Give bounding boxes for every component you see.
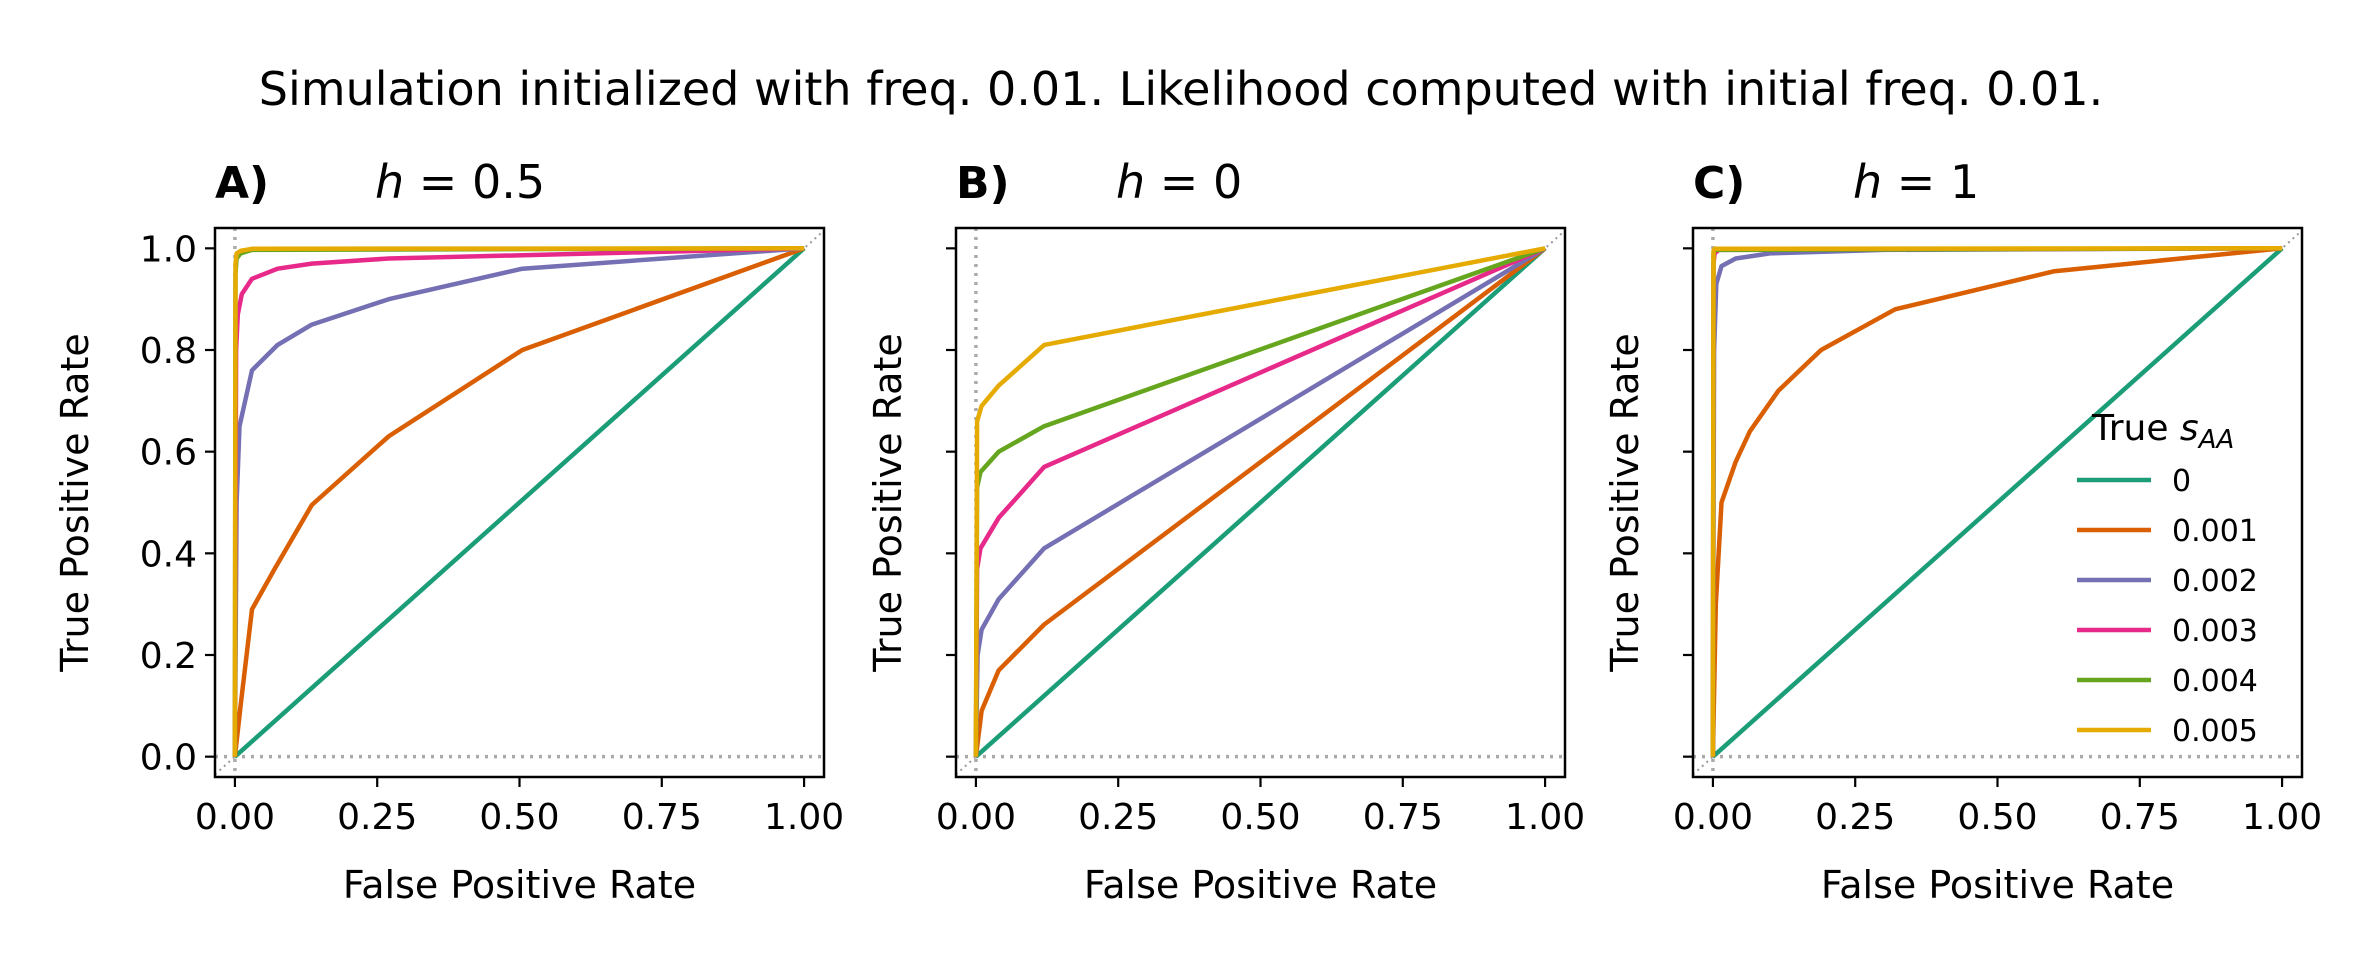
legend-label: 0.003 bbox=[2172, 614, 2258, 649]
x-tick-label: 1.00 bbox=[1505, 797, 1585, 838]
figure-suptitle: Simulation initialized with freq. 0.01. … bbox=[259, 62, 2103, 116]
legend-title-prefix: True bbox=[2091, 408, 2180, 449]
x-tick-label: 1.00 bbox=[2242, 797, 2322, 838]
panel-b: 0.00 0.25 0.50 0.75 1.00 False Positive Rate T… bbox=[866, 155, 1585, 907]
panel-c: 0.00 0.25 0.50 0.75 1.00 False Positive Rate T… bbox=[1603, 155, 2322, 907]
series-line-0.005 bbox=[973, 246, 1546, 757]
legend-item: 0.005 bbox=[2077, 714, 2258, 749]
series-line-0.005 bbox=[232, 246, 805, 757]
x-axis-label: False Positive Rate bbox=[343, 863, 696, 907]
x-tick-label: 0.50 bbox=[479, 797, 559, 838]
series-line-0.001 bbox=[232, 246, 805, 757]
x-tick-label: 0.75 bbox=[622, 797, 702, 838]
y-tick-label: 1.0 bbox=[140, 229, 197, 270]
y-tick-label: 0.2 bbox=[140, 636, 197, 677]
legend-label: 0 bbox=[2172, 464, 2191, 499]
legend-item: 0.003 bbox=[2077, 614, 2258, 649]
panel-a: 0.00 0.25 0.50 0.75 1.00 0.0 0.2 0.4 0.6 0.8 1.0 Fa… bbox=[53, 155, 844, 907]
plot-area bbox=[215, 228, 824, 777]
panel-h-title: h = 0.5 bbox=[375, 155, 545, 209]
x-tick-label: 0.00 bbox=[936, 797, 1016, 838]
x-tick-label: 0.25 bbox=[1815, 797, 1895, 838]
h-symbol: h bbox=[1853, 155, 1882, 209]
x-tick-label: 0.50 bbox=[1220, 797, 1300, 838]
legend-item: 0.002 bbox=[2077, 564, 2258, 599]
h-symbol: h bbox=[375, 155, 404, 209]
y-tick-label: 0.0 bbox=[140, 738, 197, 779]
h-value: = 1 bbox=[1882, 155, 1979, 209]
h-value: = 0.5 bbox=[404, 155, 545, 209]
legend-label: 0.004 bbox=[2172, 664, 2258, 699]
series-line-0.005 bbox=[1710, 246, 2283, 757]
series-line-0 bbox=[1711, 246, 2284, 759]
y-tick-label: 0.4 bbox=[140, 534, 197, 575]
series-line-0 bbox=[974, 246, 1547, 759]
legend-item: 0 bbox=[2077, 464, 2191, 499]
x-tick-label: 1.00 bbox=[764, 797, 844, 838]
x-tick-label: 0.00 bbox=[1673, 797, 1753, 838]
panel-h-title: h = 0 bbox=[1116, 155, 1242, 209]
y-axis-label: True Positive Rate bbox=[866, 333, 910, 673]
x-tick-label: 0.75 bbox=[2100, 797, 2180, 838]
legend-label: 0.002 bbox=[2172, 564, 2258, 599]
x-tick-label: 0.25 bbox=[1078, 797, 1158, 838]
legend-label: 0.005 bbox=[2172, 714, 2258, 749]
series-line-0 bbox=[233, 246, 806, 759]
x-axis-label: False Positive Rate bbox=[1084, 863, 1437, 907]
series-line-0.001 bbox=[1710, 246, 2283, 757]
y-axis-label: True Positive Rate bbox=[1603, 333, 1647, 673]
plot-area bbox=[1693, 228, 2302, 777]
h-value: = 0 bbox=[1145, 155, 1242, 209]
series-line-0.001 bbox=[973, 246, 1547, 757]
panel-label: B) bbox=[956, 158, 1010, 209]
x-tick-label: 0.00 bbox=[195, 797, 275, 838]
panel-h-title: h = 1 bbox=[1853, 155, 1979, 209]
y-tick-label: 0.8 bbox=[140, 331, 197, 372]
y-tick-label: 0.6 bbox=[140, 433, 197, 474]
legend-label: 0.001 bbox=[2172, 514, 2258, 549]
legend-title: True sAA bbox=[2091, 408, 2234, 455]
x-tick-label: 0.50 bbox=[1957, 797, 2037, 838]
plot-area bbox=[956, 228, 1565, 777]
x-tick-label: 0.25 bbox=[337, 797, 417, 838]
x-tick-label: 0.75 bbox=[1363, 797, 1443, 838]
panel-label: C) bbox=[1693, 158, 1745, 209]
panel-label: A) bbox=[215, 158, 269, 209]
legend-title-symbol: s bbox=[2180, 408, 2199, 449]
legend-item: 0.004 bbox=[2077, 664, 2258, 699]
y-axis-label: True Positive Rate bbox=[53, 333, 97, 673]
h-symbol: h bbox=[1116, 155, 1145, 209]
legend-item: 0.001 bbox=[2077, 514, 2258, 549]
legend-title-subscript: AA bbox=[2197, 425, 2235, 455]
panels: 0.00 0.25 0.50 0.75 1.00 0.0 0.2 0.4 0.6 0.8 1.0 Fa… bbox=[53, 155, 2322, 907]
x-axis-label: False Positive Rate bbox=[1821, 863, 2174, 907]
